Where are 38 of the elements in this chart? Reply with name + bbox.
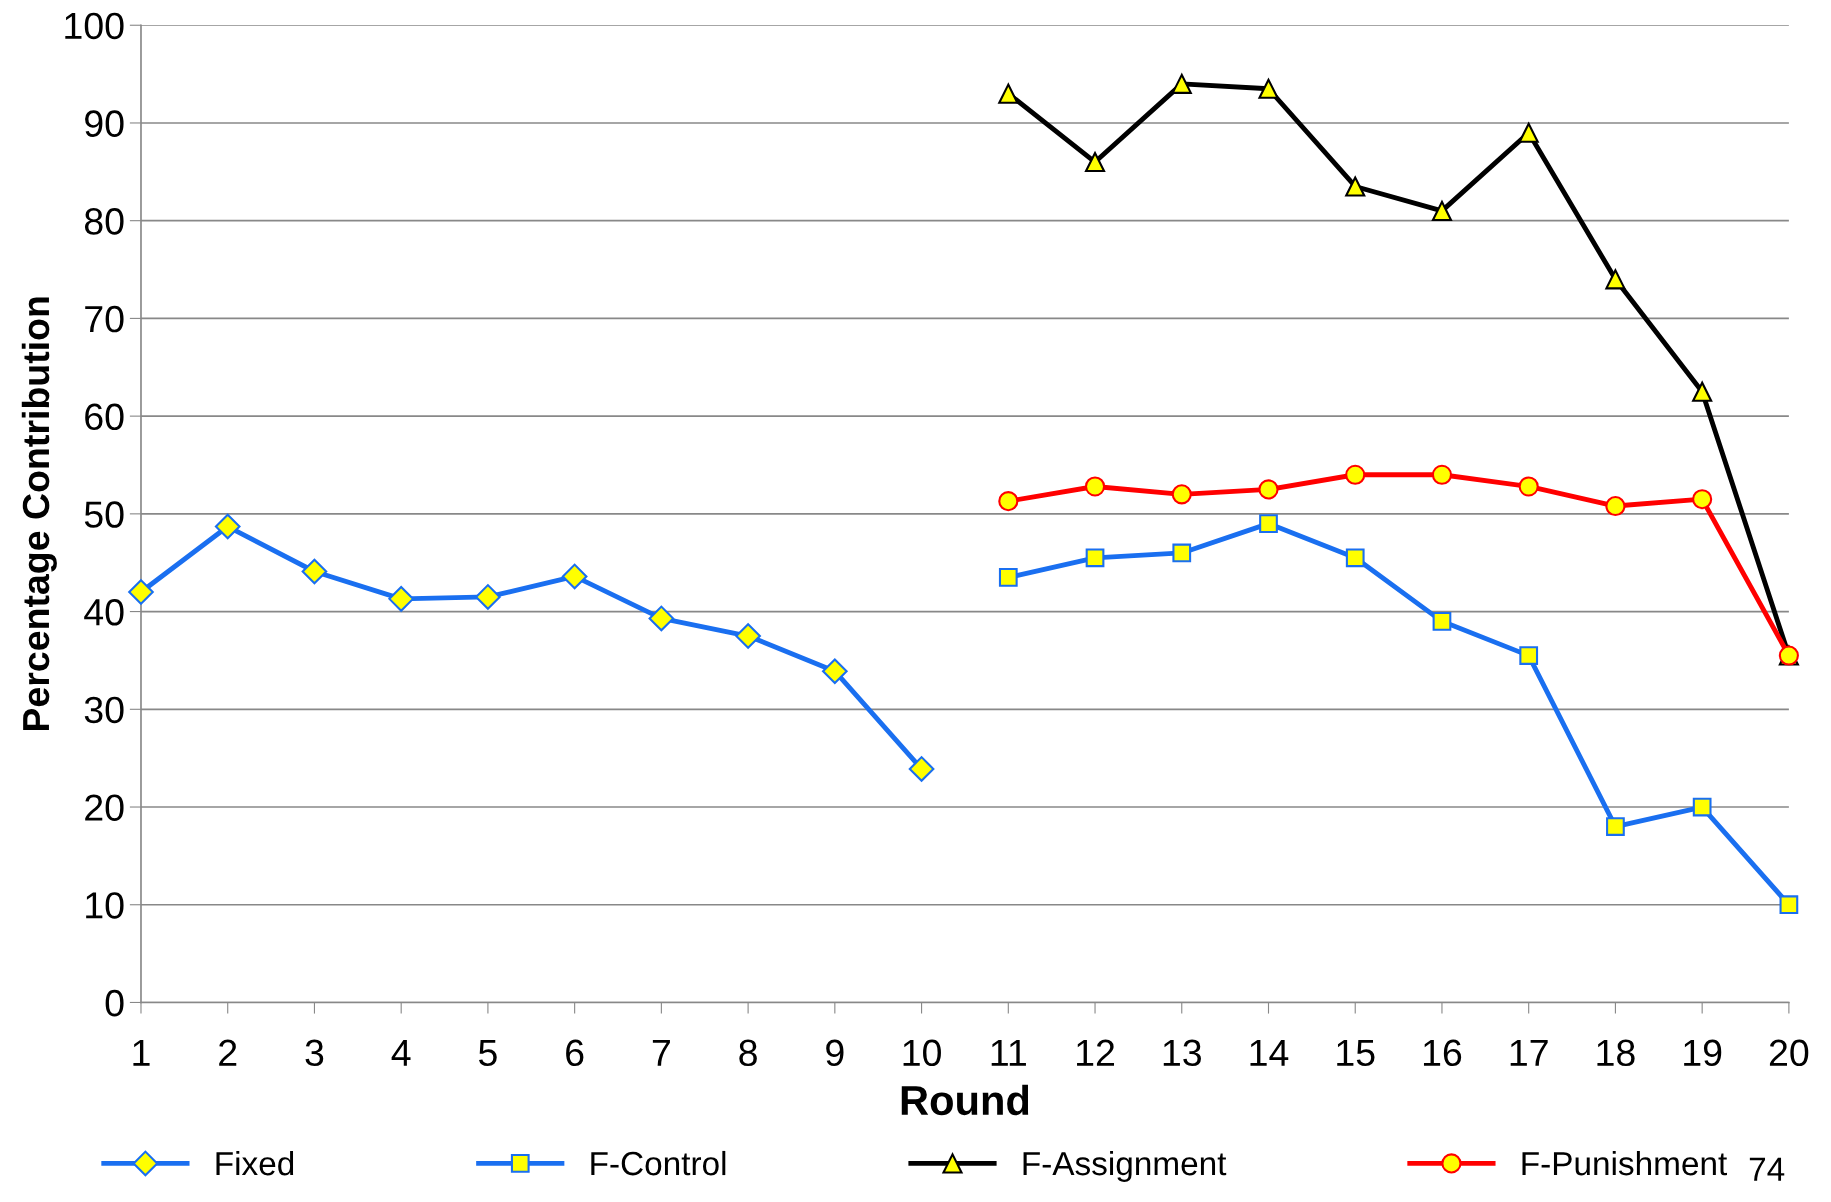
x-tick-label: 1 bbox=[133, 1039, 150, 1066]
x-tick-label: 18 bbox=[1597, 1039, 1635, 1067]
x-tick-label: 3 bbox=[305, 1039, 324, 1067]
x-axis-title: Round bbox=[901, 1084, 1029, 1116]
y-axis-title: Percentage Contribution bbox=[21, 297, 57, 731]
y-tick-label: 100 bbox=[65, 12, 124, 40]
x-tick-label: 4 bbox=[391, 1039, 411, 1066]
x-tick-label: 8 bbox=[739, 1039, 757, 1067]
legend-label: F-Assignment bbox=[1023, 1150, 1227, 1182]
x-tick-label: 6 bbox=[566, 1039, 584, 1067]
x-tick-label: 12 bbox=[1077, 1039, 1115, 1066]
x-tick-label: 20 bbox=[1769, 1039, 1809, 1067]
x-tick-label: 16 bbox=[1423, 1039, 1462, 1067]
y-tick-label: 80 bbox=[84, 208, 124, 235]
x-tick-label: 13 bbox=[1163, 1039, 1201, 1067]
y-tick-label: 40 bbox=[84, 598, 124, 626]
x-tick-label: 5 bbox=[478, 1039, 497, 1067]
x-tick-label: 9 bbox=[826, 1039, 844, 1067]
x-tick-label: 2 bbox=[219, 1039, 237, 1066]
x-tick-label: 15 bbox=[1337, 1039, 1375, 1067]
legend-label: Fixed bbox=[216, 1150, 294, 1176]
y-tick-label: 20 bbox=[85, 794, 124, 821]
x-tick-label: 14 bbox=[1250, 1039, 1289, 1066]
x-tick-label: 10 bbox=[903, 1039, 941, 1067]
y-tick-label: 70 bbox=[85, 305, 124, 333]
y-tick-label: 50 bbox=[84, 501, 124, 528]
y-tick-label: 0 bbox=[105, 989, 124, 1017]
x-tick-label: 17 bbox=[1510, 1039, 1548, 1066]
x-tick-label: 7 bbox=[652, 1039, 670, 1066]
legend-label: F-Punishment bbox=[1522, 1150, 1728, 1176]
y-tick-label: 30 bbox=[84, 696, 124, 724]
y-tick-label: 10 bbox=[86, 892, 124, 919]
x-tick-label: 19 bbox=[1684, 1039, 1722, 1067]
y-tick-label: 90 bbox=[85, 110, 124, 137]
text: 74 bbox=[1749, 1157, 1785, 1181]
legend-label: F-Control bbox=[591, 1150, 726, 1176]
x-tick-label: 11 bbox=[991, 1039, 1026, 1066]
y-tick-label: 60 bbox=[85, 403, 124, 431]
